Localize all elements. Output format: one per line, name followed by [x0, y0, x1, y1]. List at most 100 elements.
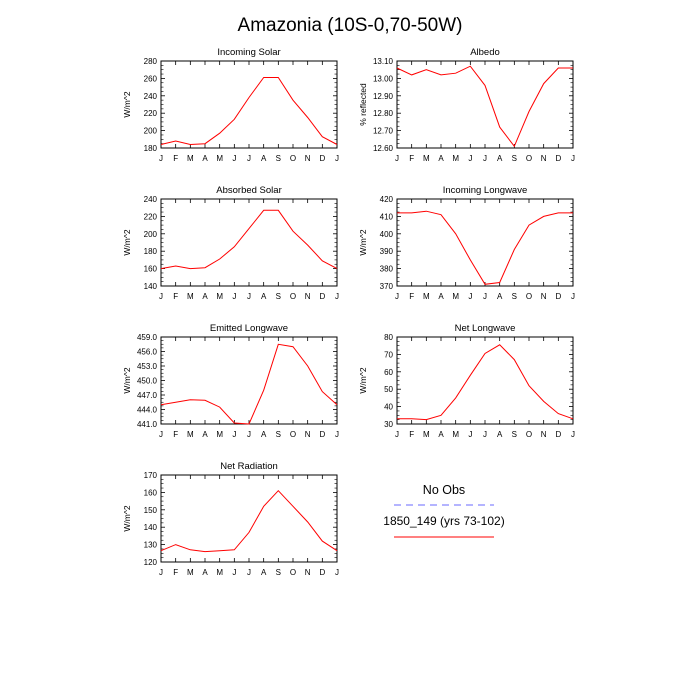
x-tick-label: D [555, 292, 561, 301]
x-tick-label: D [319, 430, 325, 439]
y-axis-label-net-longwave: W/m^2 [358, 367, 368, 393]
panel-title-net-longwave: Net Longwave [455, 323, 516, 334]
x-tick-label: O [290, 292, 296, 301]
y-tick-label: 420 [380, 195, 394, 204]
y-tick-label: 260 [144, 74, 158, 83]
x-tick-label: M [452, 292, 459, 301]
x-tick-label: J [395, 154, 399, 163]
series-line-albedo [396, 65, 573, 148]
figure-title: Amazonia (10S-0,70-50W) [238, 15, 463, 36]
y-tick-label: 410 [380, 212, 394, 221]
y-tick-label: 50 [384, 385, 393, 394]
y-tick-label: 120 [144, 558, 158, 567]
x-tick-label: S [276, 568, 281, 577]
y-axis-label-incoming-longwave: W/m^2 [358, 229, 368, 255]
x-tick-label: A [438, 430, 444, 439]
panel-title-net-radiation: Net Radiation [220, 461, 278, 472]
y-tick-label: 180 [144, 144, 158, 153]
panel-title-incoming-longwave: Incoming Longwave [443, 185, 528, 196]
y-tick-label: 370 [380, 282, 394, 291]
x-tick-label: N [305, 292, 311, 301]
x-tick-label: S [512, 430, 517, 439]
y-tick-label: 12.80 [373, 109, 394, 118]
plot-frame-absorbed-solar [160, 198, 338, 287]
x-tick-label: M [187, 430, 194, 439]
y-tick-label: 200 [144, 127, 158, 136]
y-tick-label: 220 [144, 109, 158, 118]
y-axis-label-albedo: % reflected [358, 83, 368, 126]
x-tick-label: N [305, 568, 311, 577]
x-tick-label: A [202, 568, 208, 577]
x-tick-label: F [409, 430, 414, 439]
y-tick-label: 200 [144, 230, 158, 239]
y-tick-label: 12.90 [373, 92, 394, 101]
y-axis-label-net-radiation: W/m^2 [122, 505, 132, 531]
y-tick-label: 80 [384, 333, 393, 342]
y-tick-label: 30 [384, 420, 393, 429]
x-tick-label: O [526, 154, 532, 163]
x-tick-label: M [423, 154, 430, 163]
y-tick-label: 444.0 [137, 406, 158, 415]
x-tick-label: J [247, 154, 251, 163]
y-tick-label: 130 [144, 541, 158, 550]
y-axis-label-absorbed-solar: W/m^2 [122, 229, 132, 255]
x-tick-label: S [276, 292, 281, 301]
x-tick-label: M [187, 154, 194, 163]
y-tick-label: 70 [384, 350, 393, 359]
x-tick-label: J [247, 568, 251, 577]
y-tick-label: 220 [144, 212, 158, 221]
x-tick-label: M [423, 292, 430, 301]
x-tick-label: A [202, 154, 208, 163]
y-tick-label: 140 [144, 523, 158, 532]
y-tick-label: 450.0 [137, 377, 158, 386]
x-tick-label: J [159, 430, 163, 439]
x-tick-label: O [290, 430, 296, 439]
x-tick-label: A [497, 430, 503, 439]
x-tick-label: A [497, 292, 503, 301]
x-tick-label: N [541, 154, 547, 163]
x-tick-label: J [571, 430, 575, 439]
x-tick-label: J [247, 292, 251, 301]
x-tick-label: J [232, 568, 236, 577]
x-tick-label: J [232, 430, 236, 439]
y-tick-label: 240 [144, 92, 158, 101]
y-tick-label: 13.00 [373, 74, 394, 83]
y-tick-label: 160 [144, 488, 158, 497]
x-tick-label: S [512, 154, 517, 163]
x-tick-label: A [438, 292, 444, 301]
y-tick-label: 13.10 [373, 57, 394, 66]
panel-title-absorbed-solar: Absorbed Solar [216, 185, 281, 196]
x-tick-label: A [261, 292, 267, 301]
plot-frame-incoming-longwave [396, 198, 574, 287]
y-tick-label: 456.0 [137, 348, 158, 357]
x-tick-label: S [276, 154, 281, 163]
x-tick-label: J [571, 154, 575, 163]
x-tick-label: A [261, 154, 267, 163]
x-tick-label: M [187, 292, 194, 301]
x-tick-label: A [261, 430, 267, 439]
x-tick-label: M [452, 154, 459, 163]
y-tick-label: 40 [384, 403, 393, 412]
plot-frame-incoming-solar [160, 60, 338, 149]
y-tick-label: 447.0 [137, 391, 158, 400]
series-line-emitted-longwave [160, 343, 338, 425]
y-tick-label: 441.0 [137, 420, 158, 429]
x-tick-label: M [187, 568, 194, 577]
plot-frame-net-longwave [396, 336, 574, 425]
x-tick-label: F [173, 568, 178, 577]
x-tick-label: J [159, 154, 163, 163]
x-tick-label: M [216, 154, 223, 163]
plot-frame-albedo [396, 60, 574, 149]
x-tick-label: S [276, 430, 281, 439]
x-tick-label: M [216, 292, 223, 301]
x-tick-label: D [319, 568, 325, 577]
y-tick-label: 150 [144, 506, 158, 515]
x-tick-label: M [452, 430, 459, 439]
series-line-incoming-longwave [397, 210, 573, 285]
